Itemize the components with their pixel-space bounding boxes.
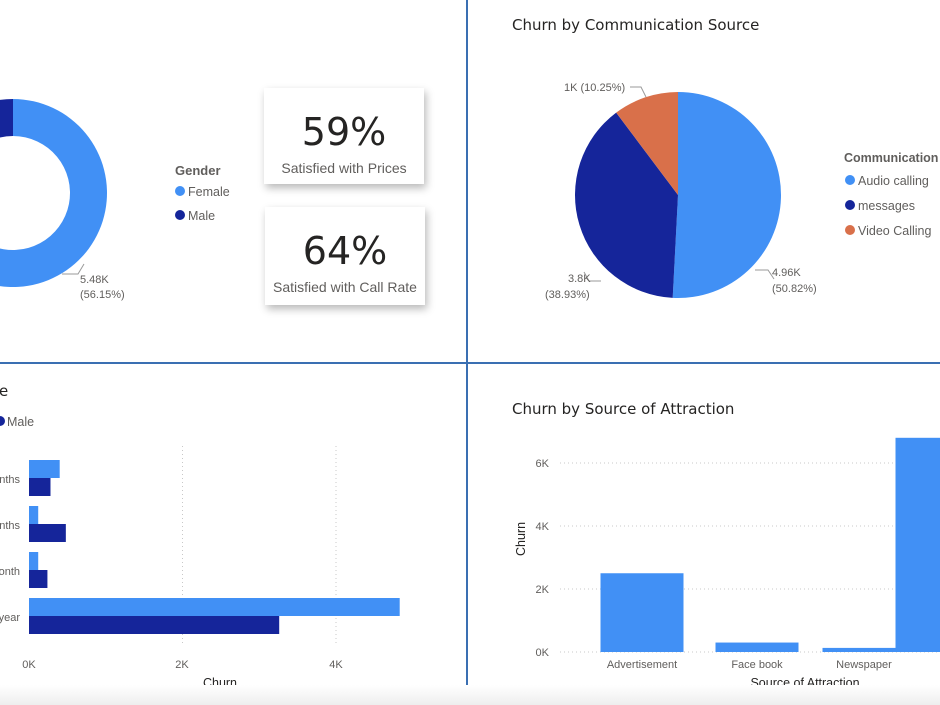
donut-slice-female xyxy=(0,99,107,287)
hbar-bar-female xyxy=(29,460,60,478)
communication-pie-chart: 1K (10.25%) 4.96K (50.82%) 3.8K (38.93%)… xyxy=(545,82,938,301)
communication-chart-title: Churn by Communication Source xyxy=(512,16,760,34)
donut-label-female-value: 5.48K xyxy=(80,274,109,286)
pie-label-messages-pct: (38.93%) xyxy=(545,289,590,301)
legend-messages-label: messages xyxy=(858,199,915,213)
kpi-call-rate-label: Satisfied with Call Rate xyxy=(273,279,417,295)
legend-female-label: Female xyxy=(188,185,230,199)
attraction-bar-chart: 6K 4K 2K 0K Churn Source of Attraction A… xyxy=(514,437,940,690)
hbar-category-label: nths xyxy=(0,474,20,486)
hbar-category-label: onth xyxy=(0,566,20,578)
tenure-chart-title: e xyxy=(0,382,9,400)
pie-label-audio-value: 4.96K xyxy=(772,267,801,279)
legend-video-marker xyxy=(845,225,855,235)
vbar-bar xyxy=(822,647,906,652)
vbar-category-label: Face book xyxy=(731,659,783,671)
donut-slice-male xyxy=(0,99,13,138)
legend-messages-marker xyxy=(845,200,855,210)
vbar-category-label: Advertisement xyxy=(607,659,677,671)
hbar-bar-female xyxy=(29,506,39,524)
legend-video-label: Video Calling xyxy=(858,224,931,238)
vbar-bar xyxy=(715,642,799,652)
pie-slice-messages xyxy=(575,112,678,298)
kpi-prices-label: Satisfied with Prices xyxy=(281,160,407,176)
legend-female-marker xyxy=(175,186,185,196)
legend-audio-marker xyxy=(845,175,855,185)
pie-label-messages-value: 3.8K xyxy=(568,273,591,285)
hbar-bar-male xyxy=(29,524,66,542)
vbar-category-label: Newspaper xyxy=(836,659,892,671)
kpi-prices-value: 59% xyxy=(301,110,387,154)
hbar-tick-1: 2K xyxy=(175,659,189,671)
pie-label-audio-pct: (50.82%) xyxy=(772,283,817,295)
hbar-bar-male xyxy=(29,478,51,496)
hbar-bar-male xyxy=(29,616,280,634)
legend-male-marker xyxy=(175,210,185,220)
hbar-bar-female xyxy=(29,598,400,616)
hbar-bar-female xyxy=(29,552,39,570)
bar-legend-male-label: Male xyxy=(7,415,34,429)
hbar-category-label: year xyxy=(0,612,20,624)
hbar-bar-male xyxy=(29,570,48,588)
vertical-divider xyxy=(466,0,468,705)
hbar-tick-0: 0K xyxy=(22,659,36,671)
legend-male-marker-bar xyxy=(0,416,5,426)
bottom-shadow xyxy=(0,685,940,705)
hbar-category-label: nths xyxy=(0,520,20,532)
communication-legend-title: Communication xyxy=(844,151,938,165)
hbar-tick-2: 4K xyxy=(329,659,343,671)
vbar-tick-0k: 0K xyxy=(536,647,550,659)
kpi-card-call-rate: 64% Satisfied with Call Rate xyxy=(265,207,425,305)
vbar-tick-2k: 2K xyxy=(536,584,550,596)
kpi-card-prices: 59% Satisfied with Prices xyxy=(264,88,424,184)
pie-label-video: 1K (10.25%) xyxy=(564,82,625,94)
vbar-y-axis-title: Churn xyxy=(514,522,528,556)
horizontal-divider xyxy=(0,362,940,364)
gender-donut-chart: 5.48K (56.15%) Gender Female Male xyxy=(0,99,230,301)
donut-label-female-pct: (56.15%) xyxy=(80,289,125,301)
vbar-tick-4k: 4K xyxy=(536,521,550,533)
gender-legend-title: Gender xyxy=(175,163,221,178)
legend-male-label: Male xyxy=(188,209,215,223)
kpi-call-rate-value: 64% xyxy=(302,229,388,273)
vbar-bar xyxy=(600,573,684,652)
legend-audio-label: Audio calling xyxy=(858,174,929,188)
vbar-tick-6k: 6K xyxy=(536,458,550,470)
pie-slice-video-calling xyxy=(616,92,678,195)
vbar-bar xyxy=(895,437,940,652)
attraction-chart-title: Churn by Source of Attraction xyxy=(512,400,735,418)
pie-slice-audio-calling xyxy=(672,92,781,298)
